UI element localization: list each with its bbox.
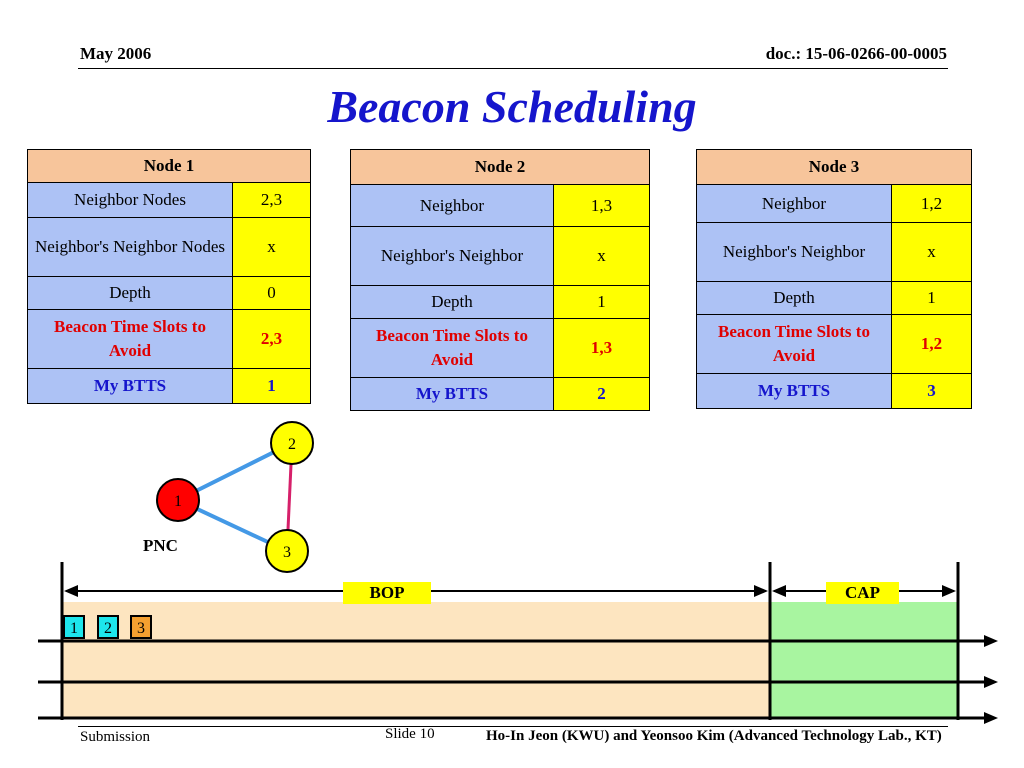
node3-avoid-value: 1,2 <box>891 314 972 374</box>
node3-label: 3 <box>283 544 291 561</box>
time-axis-3-head <box>984 712 998 724</box>
pnc-label: PNC <box>143 536 178 555</box>
node2-depth-value: 1 <box>553 285 650 319</box>
node3-neighbor-value: 1,2 <box>891 184 972 223</box>
node1-depth-label: Depth <box>27 276 233 310</box>
beacon-slot-3: 3 <box>130 615 152 639</box>
node1-depth-value: 0 <box>232 276 311 310</box>
node2-nn-value: x <box>553 226 650 286</box>
footer-authors: Ho-In Jeon (KWU) and Yeonsoo Kim (Advanc… <box>486 728 942 744</box>
time-axis-2-head <box>984 676 998 688</box>
node3-circle <box>265 529 309 573</box>
node1-circle <box>156 478 200 522</box>
node2-neighbor-label: Neighbor <box>350 184 554 227</box>
footer-submission: Submission <box>80 729 151 745</box>
slide-title: Beacon Scheduling <box>327 81 697 132</box>
node2-neighbor-value: 1,3 <box>553 184 650 227</box>
beacon-slot-2: 2 <box>97 615 119 639</box>
node2-depth-label: Depth <box>350 285 554 319</box>
cap-arrow-left-head <box>772 585 786 597</box>
node1-btts-label: My BTTS <box>27 368 233 404</box>
node1-avoid-label: Beacon Time Slots to Avoid <box>27 309 233 369</box>
node3-nn-value: x <box>891 222 972 282</box>
node1-table: Node 1 Neighbor Nodes 2,3 Neighbor's Neig… <box>27 149 311 404</box>
node2-circle <box>270 421 314 465</box>
bop-label: BOP <box>343 582 431 604</box>
cap-arrow-right-head <box>942 585 956 597</box>
bop-region <box>62 602 770 718</box>
node2-label: 2 <box>288 436 296 453</box>
node3-table: Node 3 Neighbor 1,2 Neighbor's Neighbor x … <box>696 149 972 409</box>
node1-nn-label: Neighbor's Neighbor Nodes <box>27 217 233 277</box>
node1-nn-value: x <box>232 217 311 277</box>
node3-btts-value: 3 <box>891 373 972 409</box>
footer-slide-number: Slide 10 <box>385 726 435 742</box>
time-axis-1-head <box>984 635 998 647</box>
header-date: May 2006 <box>80 44 152 63</box>
node1-neighbor-label: Neighbor Nodes <box>27 182 233 218</box>
footer-divider <box>78 726 948 727</box>
node3-nn-label: Neighbor's Neighbor <box>696 222 892 282</box>
bop-arrow-right-head <box>754 585 768 597</box>
node2-btts-label: My BTTS <box>350 377 554 411</box>
node1-title: Node 1 <box>27 149 311 183</box>
node3-neighbor-label: Neighbor <box>696 184 892 223</box>
node3-title: Node 3 <box>696 149 972 185</box>
cap-label: CAP <box>826 582 899 604</box>
node2-title: Node 2 <box>350 149 650 185</box>
node1-btts-value: 1 <box>232 368 311 404</box>
node1-label: 1 <box>174 493 182 510</box>
node2-avoid-value: 1,3 <box>553 318 650 378</box>
node2-table: Node 2 Neighbor 1,3 Neighbor's Neighbor x … <box>350 149 650 411</box>
node3-avoid-label: Beacon Time Slots to Avoid <box>696 314 892 374</box>
beacon-slot-1: 1 <box>63 615 85 639</box>
node1-neighbor-value: 2,3 <box>232 182 311 218</box>
cap-region <box>770 602 958 718</box>
node3-depth-value: 1 <box>891 281 972 315</box>
node3-depth-label: Depth <box>696 281 892 315</box>
node2-avoid-label: Beacon Time Slots to Avoid <box>350 318 554 378</box>
header-divider <box>78 68 948 69</box>
node1-avoid-value: 2,3 <box>232 309 311 369</box>
header-doc: doc.: 15-06-0266-00-0005 <box>765 44 947 63</box>
node3-btts-label: My BTTS <box>696 373 892 409</box>
node2-btts-value: 2 <box>553 377 650 411</box>
bop-arrow-left-head <box>64 585 78 597</box>
node2-nn-label: Neighbor's Neighbor <box>350 226 554 286</box>
